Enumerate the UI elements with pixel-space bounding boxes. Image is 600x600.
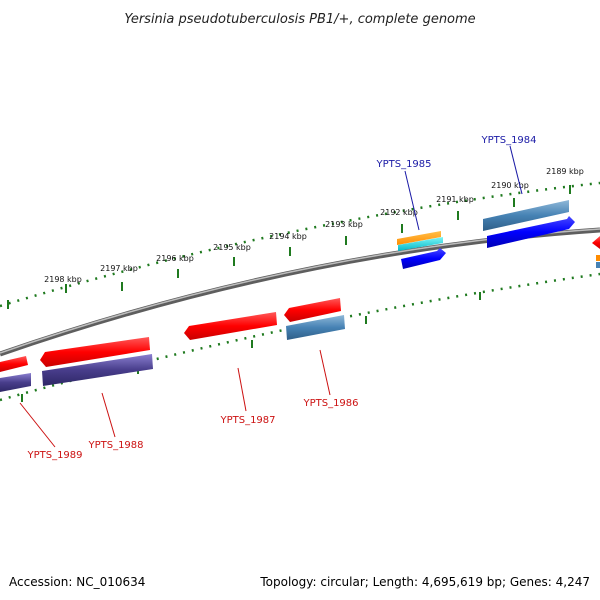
gene-label-YPTS_1984[interactable]: YPTS_1984 bbox=[480, 135, 536, 146]
gene-label-YPTS_1985[interactable]: YPTS_1985 bbox=[375, 159, 431, 170]
tick-label: 2192 kbp bbox=[380, 208, 418, 217]
tick-label: 2193 kbp bbox=[325, 220, 363, 229]
gene-label-YPTS_1988[interactable]: YPTS_1988 bbox=[87, 440, 143, 451]
reverse-gene-YPTS_1988[interactable] bbox=[40, 337, 153, 386]
gene-feature-orange bbox=[596, 255, 600, 261]
tick-label: 2196 kbp bbox=[156, 254, 194, 263]
leader-line bbox=[509, 145, 523, 195]
reverse-gene-YPTS_1989[interactable] bbox=[0, 356, 31, 392]
leader-line bbox=[101, 392, 116, 438]
gene-feature-cyan bbox=[398, 237, 443, 251]
gene-arrow-blue bbox=[487, 216, 575, 248]
reverse-gene-YPTS_1987[interactable] bbox=[184, 312, 277, 340]
gene-arrow-red bbox=[284, 298, 341, 322]
gene-label-YPTS_1987[interactable]: YPTS_1987 bbox=[219, 415, 275, 426]
tick-labels: 2198 kbp 2197 kbp 2196 kbp 2195 kbp 2194… bbox=[44, 167, 584, 284]
gene-arrow-red bbox=[40, 337, 150, 367]
tick-label: 2195 kbp bbox=[213, 243, 251, 252]
gene-label-YPTS_1989[interactable]: YPTS_1989 bbox=[26, 450, 82, 461]
gene-feature-steel bbox=[596, 262, 600, 268]
forward-gene-YPTS_1985[interactable] bbox=[397, 231, 446, 269]
gene-feature-steel bbox=[286, 315, 345, 340]
tick-label: 2189 kbp bbox=[546, 167, 584, 176]
tick-label: 2190 kbp bbox=[491, 181, 529, 190]
leader-lines-forward bbox=[404, 145, 523, 231]
forward-gene-YPTS_1984[interactable] bbox=[483, 200, 575, 248]
genome-summary-text: Topology: circular; Length: 4,695,619 bp… bbox=[259, 575, 590, 589]
tick-label: 2197 kbp bbox=[100, 264, 138, 273]
map-title: Yersinia pseudotuberculosis PB1/+, compl… bbox=[124, 12, 475, 27]
gene-feature-orange bbox=[397, 231, 441, 245]
accession-text: Accession: NC_010634 bbox=[9, 575, 145, 589]
forward-gene-edge[interactable] bbox=[592, 236, 600, 268]
gene-arrow-red bbox=[592, 236, 600, 249]
gene-feature-steel bbox=[483, 200, 569, 231]
gene-arrow-red bbox=[0, 356, 28, 372]
gene-feature-slate bbox=[42, 354, 153, 386]
gene-label-YPTS_1986[interactable]: YPTS_1986 bbox=[302, 398, 358, 409]
leader-line bbox=[404, 170, 420, 231]
leader-line bbox=[319, 349, 331, 396]
tick-label: 2198 kbp bbox=[44, 275, 82, 284]
tick-label: 2191 kbp bbox=[436, 195, 474, 204]
leader-line bbox=[237, 367, 247, 412]
gene-arrow-blue bbox=[401, 248, 446, 269]
leader-line bbox=[19, 402, 56, 448]
gene-feature-slate bbox=[0, 373, 31, 392]
gene-arrow-red bbox=[184, 312, 277, 340]
tick-label: 2194 kbp bbox=[269, 232, 307, 241]
reverse-gene-YPTS_1986[interactable] bbox=[284, 298, 345, 340]
major-ticks-outer bbox=[7, 185, 571, 309]
leader-lines-reverse bbox=[19, 349, 331, 448]
